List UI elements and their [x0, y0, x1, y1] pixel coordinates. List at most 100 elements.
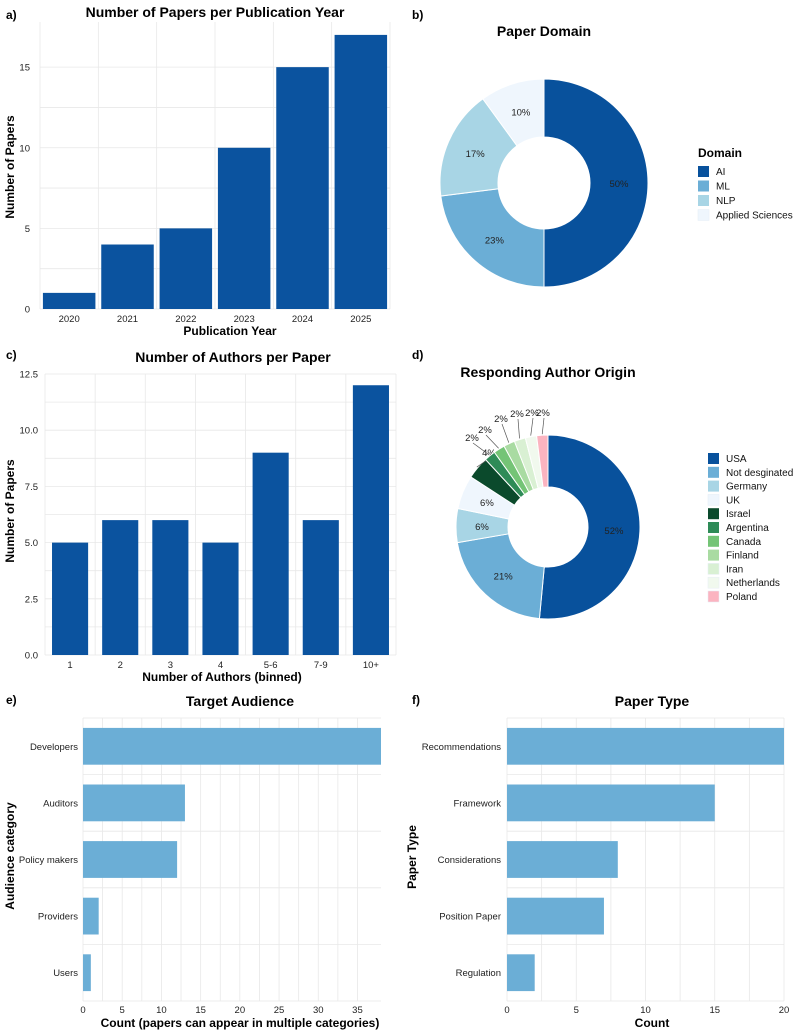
legend-label: AI — [716, 167, 725, 178]
panel-c-bar-chart: c) Number of Authors per Paper Number of… — [3, 348, 397, 684]
y-tick-label: 0 — [25, 305, 30, 316]
slice-label: 4% — [482, 448, 496, 459]
x-tick-label: 35 — [352, 1005, 363, 1016]
panel-a-letter: a) — [6, 8, 17, 22]
panel-a-bar-chart: a) Number of Papers per Publication Year… — [3, 4, 391, 338]
bar-2023 — [217, 147, 271, 309]
bar-2022 — [159, 228, 213, 309]
slice-label: 2% — [510, 409, 524, 420]
panel-c-title: Number of Authors per Paper — [135, 349, 331, 365]
legend-swatch — [707, 494, 720, 506]
bar-2021 — [101, 244, 154, 309]
x-tick-label: 20 — [235, 1005, 246, 1016]
leader-line — [472, 442, 490, 456]
bar-framework — [507, 784, 715, 822]
panel-d-title: Responding Author Origin — [460, 364, 635, 380]
x-tick-label: 25 — [274, 1005, 285, 1016]
bar-2 — [102, 520, 139, 655]
panel-c-x-axis-title: Number of Authors (binned) — [142, 670, 302, 684]
bar-4 — [202, 542, 239, 655]
panel-a-x-axis-title: Publication Year — [183, 324, 276, 338]
legend-label: Not desginated — [726, 468, 793, 479]
x-tick-label: 5 — [574, 1005, 579, 1016]
y-tick-label: 5 — [25, 224, 30, 235]
panel-f-horizontal-bar-chart: f) Paper Type Count Paper Type 0 5 10 15 20 R… — [405, 693, 789, 1030]
x-tick-label: 7-9 — [314, 660, 328, 671]
legend-swatch — [707, 576, 720, 589]
x-tick-label: 30 — [313, 1005, 324, 1016]
leader-line — [485, 434, 499, 449]
legend-label: USA — [726, 454, 747, 465]
x-tick-label: 2023 — [234, 314, 255, 325]
y-tick-label: 15 — [19, 63, 30, 74]
panel-d-donut-chart: d) Responding Author Origin 52% 21% 6% 6% 4%… — [412, 348, 793, 620]
x-tick-label: 10+ — [363, 660, 380, 671]
slice-label: 10% — [511, 108, 531, 119]
y-tick-label: Auditors — [43, 798, 78, 809]
panel-f-y-axis-title: Paper Type — [405, 825, 419, 889]
legend-swatch — [708, 466, 719, 478]
panel-b-letter: b) — [412, 8, 423, 22]
bar-10+ — [352, 385, 389, 655]
y-tick-label: Position Paper — [439, 912, 501, 923]
legend-label: Canada — [726, 537, 761, 548]
slice-label: 6% — [480, 498, 494, 509]
legend-swatch — [708, 549, 719, 561]
slice-label: 2% — [478, 425, 492, 436]
y-tick-label: Developers — [30, 742, 78, 753]
bar-developers — [83, 727, 381, 765]
legend-label: Netherlands — [726, 578, 780, 589]
x-tick-label: 3 — [168, 660, 173, 671]
panel-b-title: Paper Domain — [497, 23, 591, 39]
slice-label: 2% — [525, 408, 539, 419]
y-tick-label: Recommendations — [422, 742, 501, 753]
panel-a-title: Number of Papers per Publication Year — [86, 4, 345, 20]
bar-7-9 — [302, 520, 339, 655]
legend-label: Israel — [726, 509, 750, 520]
bar-2025 — [334, 34, 388, 310]
bar-2020 — [42, 292, 96, 309]
y-tick-label: 10.0 — [20, 426, 39, 437]
x-tick-label: 2 — [118, 660, 123, 671]
bar-users — [83, 954, 91, 992]
legend-swatch — [707, 563, 720, 575]
bar-1 — [52, 542, 89, 655]
panel-e-y-axis-title: Audience category — [3, 802, 17, 910]
slice-label: 6% — [475, 522, 489, 533]
y-tick-label: Considerations — [438, 855, 502, 866]
legend-label: Applied Sciences — [716, 211, 793, 222]
slice-applied-sciences — [482, 78, 545, 147]
legend-swatch — [697, 209, 710, 221]
legend-label: Germany — [726, 482, 767, 493]
slice-label: 17% — [466, 149, 486, 160]
panel-b-donut-chart: b) Paper Domain Domain 50% 23% 17% 10% AI ML N… — [412, 8, 793, 288]
y-tick-label: 7.5 — [25, 482, 38, 493]
x-tick-label: 10 — [156, 1005, 167, 1016]
legend-label: ML — [716, 182, 730, 193]
bar-considerations — [507, 841, 618, 878]
x-tick-label: 0 — [504, 1005, 509, 1016]
panel-e-letter: e) — [6, 693, 17, 707]
slice-label: 50% — [609, 179, 629, 190]
bar-5-6 — [252, 452, 289, 655]
x-tick-label: 15 — [195, 1005, 206, 1016]
y-tick-label: Regulation — [456, 968, 501, 979]
x-tick-label: 2022 — [175, 314, 196, 325]
x-tick-label: 1 — [67, 660, 72, 671]
slice-usa — [538, 434, 641, 620]
y-tick-label: 5.0 — [25, 538, 38, 549]
slice-label: 2% — [536, 408, 550, 419]
x-tick-label: 10 — [640, 1005, 651, 1016]
y-tick-label: 12.5 — [20, 370, 39, 381]
y-tick-label: Policy makers — [19, 855, 78, 866]
slice-poland — [536, 434, 549, 488]
x-tick-label: 2020 — [59, 314, 80, 325]
legend-swatch — [707, 590, 720, 603]
slice-nlp — [439, 98, 518, 197]
legend-swatch — [708, 535, 719, 547]
legend-swatch — [708, 453, 719, 464]
x-tick-label: 5-6 — [264, 660, 278, 671]
legend-swatch — [708, 508, 719, 520]
slice-label: 2% — [494, 414, 508, 425]
